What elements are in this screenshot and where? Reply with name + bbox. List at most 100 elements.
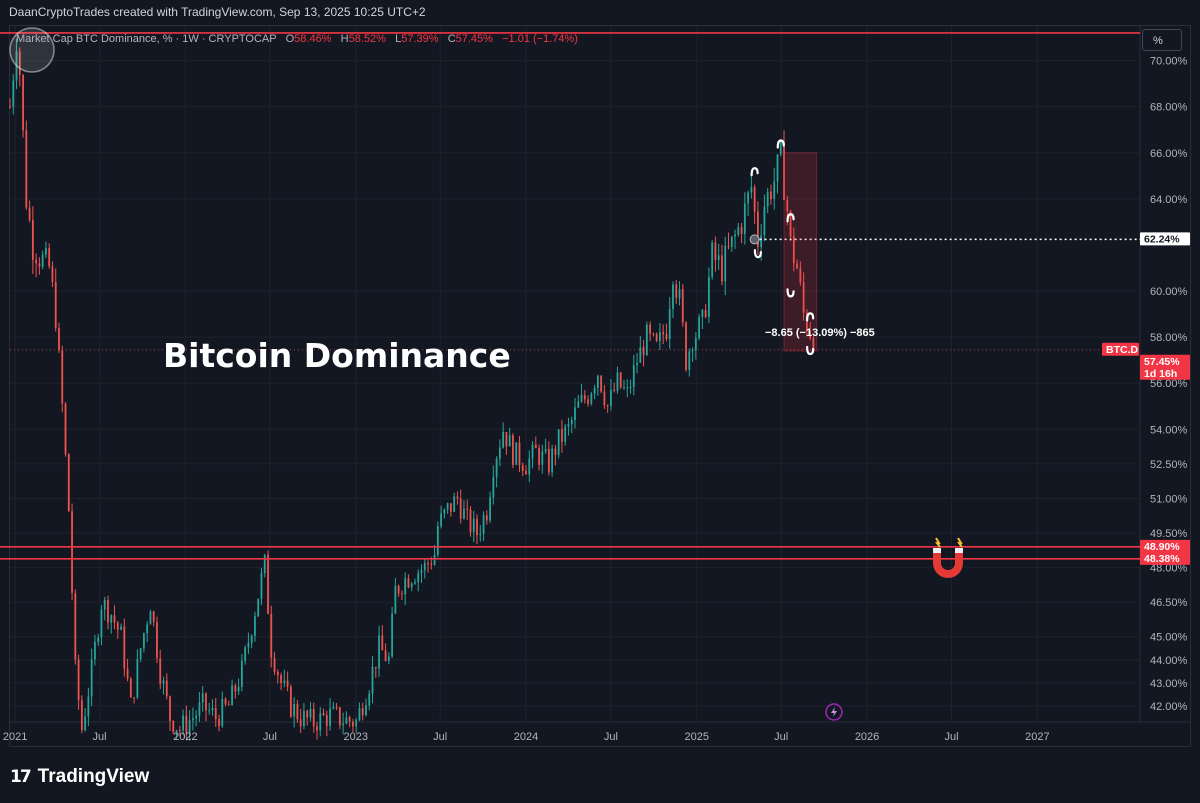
candle-body: [799, 268, 802, 283]
candle-body: [94, 641, 96, 660]
y-tick-label: 56.00%: [1150, 378, 1188, 390]
candle-body: [129, 678, 132, 698]
candle-body: [626, 387, 629, 389]
candle-body: [587, 399, 589, 404]
candle-body: [123, 626, 126, 669]
candle-body: [254, 616, 256, 636]
spark-icon: [957, 537, 963, 548]
candle-body: [401, 593, 403, 595]
candle-body: [244, 647, 247, 661]
x-tick-label: 2025: [685, 731, 709, 743]
arrow-up-icon: [786, 213, 795, 223]
y-tick-label: 68.00%: [1150, 102, 1188, 114]
y-tick-label: 60.00%: [1150, 286, 1188, 298]
candle-body: [404, 578, 407, 595]
candle-body: [763, 206, 766, 236]
tradingview-logo-text: TradingView: [37, 766, 150, 787]
candle-body: [270, 613, 273, 658]
candle-body: [276, 671, 279, 676]
candle-body: [71, 511, 73, 593]
candle-body: [165, 680, 168, 697]
unit-toggle-button[interactable]: %: [1142, 29, 1182, 51]
candle-body: [593, 387, 596, 394]
candle-body: [178, 730, 181, 732]
candle-body: [672, 284, 674, 309]
candle-body: [214, 708, 217, 719]
candle-body: [427, 563, 429, 565]
candle-body: [430, 563, 433, 565]
arrow-down-icon: [806, 345, 815, 356]
candle-body: [472, 518, 475, 533]
candle-body: [58, 328, 60, 351]
y-tick-label: 51.00%: [1150, 493, 1188, 505]
candle-body: [358, 708, 361, 721]
candle-body: [234, 685, 237, 692]
candle-body: [515, 442, 518, 465]
candle-body: [273, 657, 276, 672]
legend-h-label: H: [340, 33, 349, 45]
candle-body: [67, 454, 70, 512]
candle-body: [35, 259, 38, 264]
lightning-ring: [825, 703, 843, 721]
legend-symbol: Market Cap BTC Dominance, % · 1W · CRYPT…: [16, 33, 277, 45]
candle-body: [80, 700, 83, 731]
candle-body: [175, 730, 178, 732]
candle-body: [701, 309, 704, 318]
price-label-bg: [1140, 551, 1190, 565]
candle-body: [756, 211, 759, 248]
candle-body: [730, 236, 733, 247]
x-tick-label: Jul: [433, 731, 447, 743]
circle-cursor-icon: [9, 27, 55, 73]
candle-body: [378, 635, 380, 669]
candle-body: [436, 526, 439, 555]
y-axis: 70.00% 68.00% 66.00% 64.00% 60.00% 58.00% 56.0…: [1150, 56, 1188, 713]
candle-body: [570, 420, 573, 425]
chart-svg[interactable]: 70.00% 68.00% 66.00% 64.00% 60.00% 58.00% 56.0…: [0, 0, 1200, 760]
bottom-bar: [0, 748, 1200, 803]
candle-body: [309, 708, 312, 718]
candle-body: [54, 281, 57, 329]
candle-body: [786, 199, 789, 212]
candle-body: [652, 333, 655, 335]
price-label: 1d 16h: [1144, 368, 1177, 380]
candle-body: [466, 508, 469, 510]
candle-body: [384, 650, 387, 661]
candle-body: [603, 391, 606, 406]
candle-body: [694, 338, 697, 350]
candle-body: [162, 680, 165, 684]
candle-body: [211, 708, 214, 711]
price-label: 48.38%: [1144, 553, 1180, 565]
candle-body: [485, 515, 488, 521]
candle-body: [237, 686, 240, 692]
candle-body: [508, 435, 511, 447]
chart-frame[interactable]: [9, 25, 1191, 747]
candle-body: [776, 154, 779, 182]
annotations: [9, 27, 963, 721]
legend-low: 57.39%: [401, 33, 439, 45]
candle-body: [469, 509, 472, 533]
legend-l-label: L: [395, 33, 402, 45]
candle-body: [407, 578, 410, 588]
candle-body: [492, 476, 495, 498]
candle-body: [182, 715, 184, 731]
candle-body: [312, 708, 315, 727]
candle-body: [512, 435, 514, 465]
candle-body: [551, 448, 554, 473]
candle-body: [721, 255, 723, 282]
candle-body: [188, 720, 191, 733]
candle-body: [414, 582, 416, 584]
x-tick-label: Jul: [604, 731, 618, 743]
arrow-up-icon: [776, 139, 785, 149]
candle-body: [368, 693, 371, 706]
magnet-pole: [933, 548, 941, 553]
candle-body: [61, 350, 64, 404]
candle-body: [286, 680, 289, 687]
candle-body: [113, 615, 116, 623]
lightning-icon: [825, 703, 843, 721]
candle-body: [583, 395, 586, 400]
tradingview-logo[interactable]: 17 TradingView: [10, 766, 149, 788]
candle-body: [348, 717, 351, 722]
candle-body: [143, 633, 145, 649]
candle-body: [345, 717, 348, 724]
candle-body: [231, 685, 233, 706]
